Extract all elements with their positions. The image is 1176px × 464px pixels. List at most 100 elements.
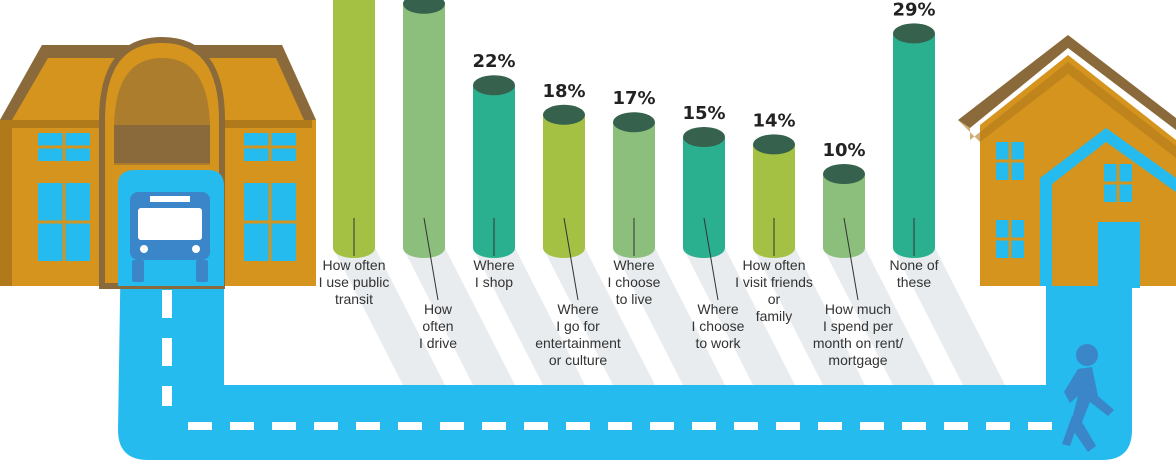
bar-body bbox=[893, 33, 935, 259]
road-dash bbox=[860, 422, 884, 430]
road-dash bbox=[776, 422, 800, 430]
road-dash bbox=[818, 422, 842, 430]
bar-shadow bbox=[683, 248, 795, 385]
category-label: often bbox=[422, 318, 453, 334]
bar-8 bbox=[823, 164, 865, 258]
bar-top bbox=[473, 75, 515, 96]
category-label: or culture bbox=[549, 352, 608, 368]
road-dash bbox=[986, 422, 1010, 430]
category-label: transit bbox=[335, 291, 373, 307]
bars-layer bbox=[333, 0, 935, 259]
value-label: 22% bbox=[472, 51, 515, 72]
walking-person-icon bbox=[1062, 344, 1114, 452]
bar-shadow bbox=[753, 248, 865, 385]
road-dash bbox=[650, 422, 674, 430]
category-label: family bbox=[756, 308, 793, 324]
category-label: Where bbox=[557, 301, 598, 317]
category-label: mortgage bbox=[828, 352, 887, 368]
bar-body bbox=[613, 122, 655, 258]
category-label: entertainment bbox=[535, 335, 621, 351]
bar-top bbox=[893, 23, 935, 44]
leader-line bbox=[843, 217, 859, 301]
road-dash bbox=[608, 422, 632, 430]
category-label: I choose bbox=[692, 318, 745, 334]
bar-shadow bbox=[893, 248, 1005, 385]
bar-top bbox=[543, 104, 585, 125]
bar-body bbox=[333, 0, 375, 258]
bus-icon bbox=[130, 192, 210, 282]
road-dash bbox=[902, 422, 926, 430]
bar-shadow bbox=[473, 248, 585, 385]
category-label: month on rent/ bbox=[813, 335, 903, 351]
category-label: Where bbox=[613, 257, 654, 273]
bar-body bbox=[403, 3, 445, 258]
value-label: 18% bbox=[542, 81, 585, 102]
bar-shadow bbox=[823, 248, 935, 385]
value-label: 17% bbox=[612, 88, 655, 109]
category-label: How often bbox=[322, 257, 385, 273]
bar-shadow bbox=[543, 248, 655, 385]
value-label: 10% bbox=[822, 140, 865, 161]
bar-top bbox=[613, 112, 655, 133]
house-building bbox=[958, 35, 1176, 288]
road-dash bbox=[356, 422, 380, 430]
bar-shadow bbox=[403, 248, 515, 385]
road-dash bbox=[440, 422, 464, 430]
bar-2 bbox=[403, 0, 445, 258]
category-label: How often bbox=[742, 257, 805, 273]
road-dash bbox=[188, 422, 212, 430]
road-dash bbox=[524, 422, 548, 430]
leader-line bbox=[423, 217, 439, 301]
bar-top bbox=[683, 127, 725, 147]
bar-9 bbox=[893, 23, 935, 259]
category-label: these bbox=[897, 274, 931, 290]
bar-body bbox=[473, 85, 515, 258]
bar-7 bbox=[753, 134, 795, 258]
road-dash bbox=[734, 422, 758, 430]
value-label: 14% bbox=[752, 110, 795, 131]
category-label: I use public bbox=[319, 274, 390, 290]
category-label: to work bbox=[695, 335, 741, 351]
road-dash bbox=[566, 422, 590, 430]
bar-top bbox=[823, 164, 865, 184]
bar-5 bbox=[613, 112, 655, 258]
bar-shadow bbox=[333, 248, 445, 385]
category-label: I drive bbox=[419, 335, 457, 351]
bar-top bbox=[403, 0, 445, 14]
bar-6 bbox=[683, 127, 725, 258]
category-label: Where bbox=[697, 301, 738, 317]
category-label: I choose bbox=[608, 274, 661, 290]
value-label: 15% bbox=[682, 103, 725, 124]
value-label: 29% bbox=[892, 0, 935, 20]
road-dash bbox=[1028, 422, 1052, 430]
bar-1 bbox=[333, 0, 375, 258]
category-label: I shop bbox=[475, 274, 513, 290]
road-dash bbox=[272, 422, 296, 430]
bar-top bbox=[753, 134, 795, 155]
bar-body bbox=[823, 174, 865, 258]
road-dash bbox=[314, 422, 338, 430]
category-label: I go for bbox=[556, 318, 600, 334]
road-dash bbox=[944, 422, 968, 430]
road-dash bbox=[398, 422, 422, 430]
bar-3 bbox=[473, 75, 515, 258]
road-dash bbox=[482, 422, 506, 430]
category-label: How bbox=[424, 301, 453, 317]
leader-line bbox=[703, 217, 719, 301]
leader-line bbox=[563, 217, 579, 301]
road-dashes bbox=[162, 290, 172, 406]
bar-body bbox=[683, 137, 725, 258]
bar-body bbox=[753, 144, 795, 258]
category-label: I spend per bbox=[823, 318, 893, 334]
bar-4 bbox=[543, 104, 585, 258]
road-dash bbox=[692, 422, 716, 430]
road-dash bbox=[230, 422, 254, 430]
category-label: None of bbox=[889, 257, 938, 273]
category-label: Where bbox=[473, 257, 514, 273]
category-label: or bbox=[768, 291, 781, 307]
category-label: How much bbox=[825, 301, 891, 317]
bar-shadow bbox=[613, 248, 725, 385]
